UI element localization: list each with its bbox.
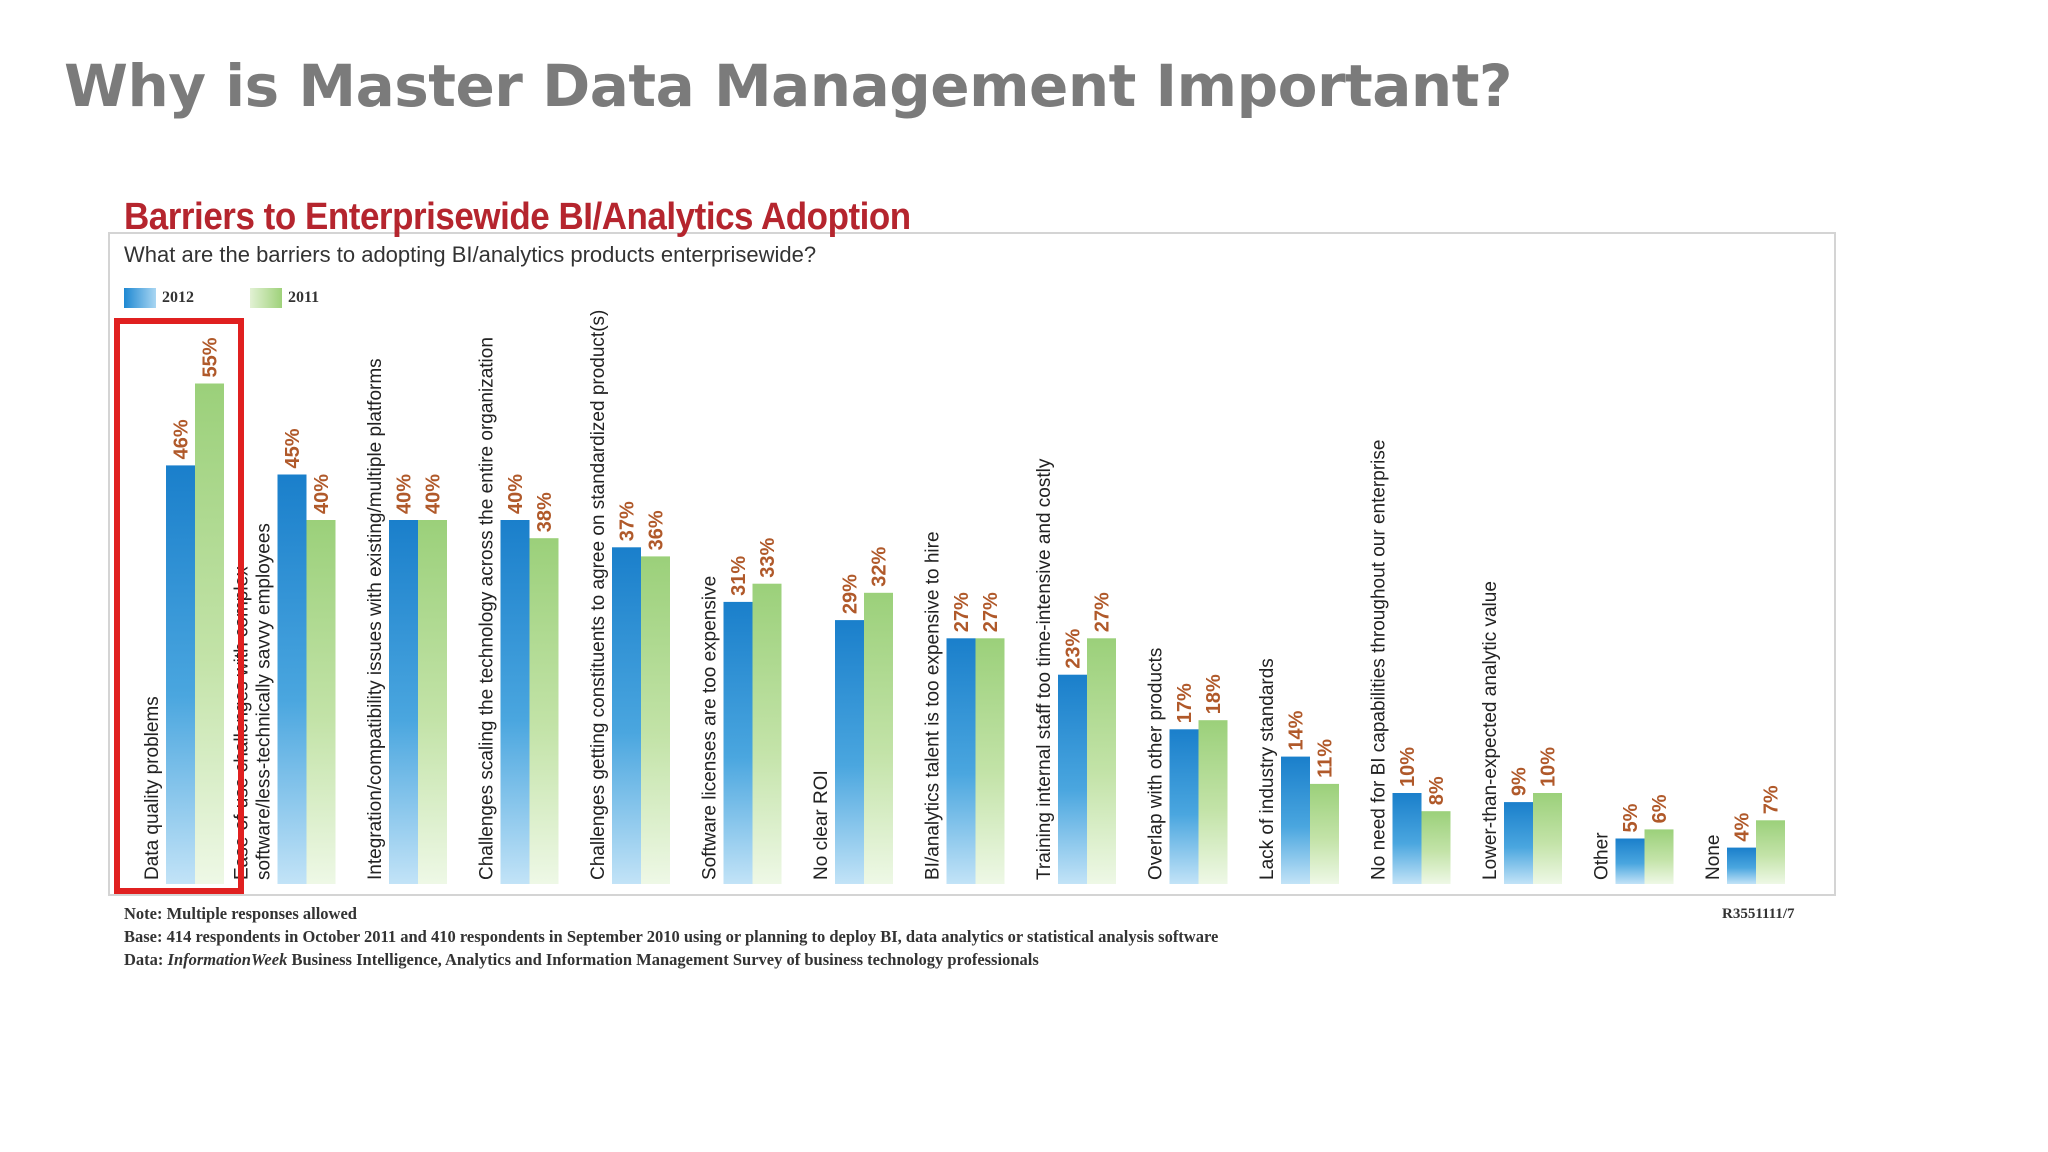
category-labels-layer: Data quality problems Ease-of-use challen… — [142, 310, 1724, 880]
slide-title: Why is Master Data Management Important? — [64, 52, 1513, 120]
value-label-2012-6: 31% — [728, 556, 750, 596]
legend-swatch-2012 — [124, 288, 156, 308]
value-label-2011-5: 36% — [646, 510, 668, 550]
value-label-2012-10: 17% — [1174, 683, 1196, 723]
legend-label-2011: 2011 — [288, 289, 320, 306]
bar-2012-2 — [277, 474, 307, 884]
value-label-2011-6: 33% — [757, 537, 779, 577]
bar-2011-4 — [529, 538, 559, 884]
category-label-14: Other — [1592, 832, 1613, 880]
bar-2011-13 — [1533, 793, 1562, 884]
value-label-2012-2: 45% — [282, 428, 304, 468]
value-label-2011-7: 32% — [869, 547, 891, 587]
bar-2011-5 — [641, 556, 670, 884]
category-label-10: Overlap with other products — [1146, 648, 1167, 880]
value-label-2011-11: 11% — [1315, 739, 1337, 778]
chart-title: Barriers to Enterprisewide BI/Analytics … — [124, 196, 911, 238]
legend-swatch-2011 — [250, 288, 282, 308]
legend-label-2012: 2012 — [162, 289, 194, 306]
bar-2012-11 — [1281, 756, 1310, 884]
bar-2012-12 — [1392, 793, 1422, 884]
value-label-2011-3: 40% — [423, 474, 445, 514]
value-label-2012-5: 37% — [617, 501, 639, 541]
category-label-15: None — [1703, 835, 1724, 880]
bar-2012-5 — [612, 547, 641, 884]
value-label-2011-2: 40% — [311, 474, 333, 514]
value-labels-layer: 46% 55% 45% 40% 40% 40% 40% 38% 37% 36% 31% 33% 29% 3… — [171, 337, 1783, 841]
chart-subtitle: What are the barriers to adopting BI/ana… — [124, 242, 817, 267]
category-label-11: Lack of industry standards — [1257, 658, 1278, 880]
value-label-2011-14: 6% — [1649, 794, 1671, 823]
value-label-2011-4: 38% — [534, 492, 556, 532]
bar-2011-7 — [864, 592, 893, 884]
bar-2012-1 — [166, 465, 195, 884]
bar-2011-10 — [1198, 720, 1228, 884]
bar-2011-2 — [306, 520, 336, 884]
legend-item-2011: 2011 — [250, 288, 319, 308]
category-label-13: Lower-than-expected analytic value — [1480, 581, 1501, 880]
bar-2012-14 — [1615, 838, 1645, 884]
bar-2012-13 — [1504, 802, 1533, 884]
bar-2012-7 — [835, 620, 864, 884]
bar-2011-9 — [1087, 638, 1116, 884]
bar-2011-3 — [418, 520, 447, 884]
value-label-2012-3: 40% — [394, 474, 416, 514]
category-label-5: Challenges getting constituents to agree… — [588, 310, 609, 880]
bar-2011-15 — [1756, 820, 1785, 884]
value-label-2011-10: 18% — [1203, 674, 1225, 714]
category-label-1: Data quality problems — [142, 696, 163, 880]
bar-2011-6 — [752, 583, 782, 884]
footnote-note: Note: Multiple responses allowed — [124, 904, 357, 923]
value-label-2012-8: 27% — [951, 592, 973, 632]
bar-2011-1 — [195, 383, 224, 884]
bar-2012-6 — [723, 601, 753, 884]
bar-2012-10 — [1169, 729, 1199, 884]
value-label-2012-13: 9% — [1509, 767, 1531, 796]
category-label-7: No clear ROI — [811, 770, 832, 880]
category-label-4: Challenges scaling the technology across… — [477, 337, 498, 880]
footnote-data: Data: InformationWeek Business Intellige… — [124, 950, 1039, 970]
value-label-2012-9: 23% — [1063, 628, 1085, 668]
bar-2011-8 — [975, 638, 1005, 884]
bar-2012-8 — [946, 638, 976, 884]
category-label-12: No need for BI capabilities throughout o… — [1369, 440, 1390, 880]
legend-item-2012: 2012 — [124, 288, 194, 308]
category-label-3: Integration/compatibility issues with ex… — [365, 358, 386, 880]
footnote-base: Base: 414 respondents in October 2011 an… — [124, 927, 1219, 946]
bar-2012-4 — [500, 520, 530, 884]
value-label-2012-14: 5% — [1620, 803, 1642, 832]
value-label-2011-12: 8% — [1426, 776, 1448, 805]
value-label-2011-13: 10% — [1538, 747, 1560, 787]
value-label-2012-11: 14% — [1286, 710, 1308, 750]
value-label-2012-12: 10% — [1397, 747, 1419, 787]
value-label-2012-15: 4% — [1732, 812, 1754, 841]
category-label-9: Training internal staff too time-intensi… — [1034, 458, 1055, 880]
value-label-2011-1: 55% — [200, 337, 222, 377]
value-label-2012-4: 40% — [505, 474, 527, 514]
footnote-data-rest: Business Intelligence, Analytics and Inf… — [287, 950, 1039, 969]
category-label-8: BI/analytics talent is too expensive to … — [923, 531, 944, 880]
category-label-6: Software licenses are too expensive — [700, 576, 721, 880]
footnote-data-prefix: Data: — [124, 950, 168, 969]
chart-code: R3551111/7 — [1722, 906, 1795, 922]
bar-2011-14 — [1644, 829, 1674, 884]
bar-2011-12 — [1421, 811, 1451, 884]
value-label-2012-1: 46% — [171, 419, 193, 459]
footnote-data-source: InformationWeek — [167, 950, 288, 969]
bar-2012-3 — [389, 520, 418, 884]
value-label-2012-7: 29% — [840, 574, 862, 614]
value-label-2011-9: 27% — [1092, 592, 1114, 632]
value-label-2011-15: 7% — [1761, 785, 1783, 814]
chart-frame — [108, 232, 1836, 896]
bars-layer — [166, 383, 1785, 884]
highlight-box — [114, 318, 244, 894]
bar-2012-15 — [1727, 847, 1756, 884]
bar-2012-9 — [1058, 674, 1087, 884]
bar-2011-11 — [1310, 783, 1339, 884]
value-label-2011-8: 27% — [980, 592, 1002, 632]
